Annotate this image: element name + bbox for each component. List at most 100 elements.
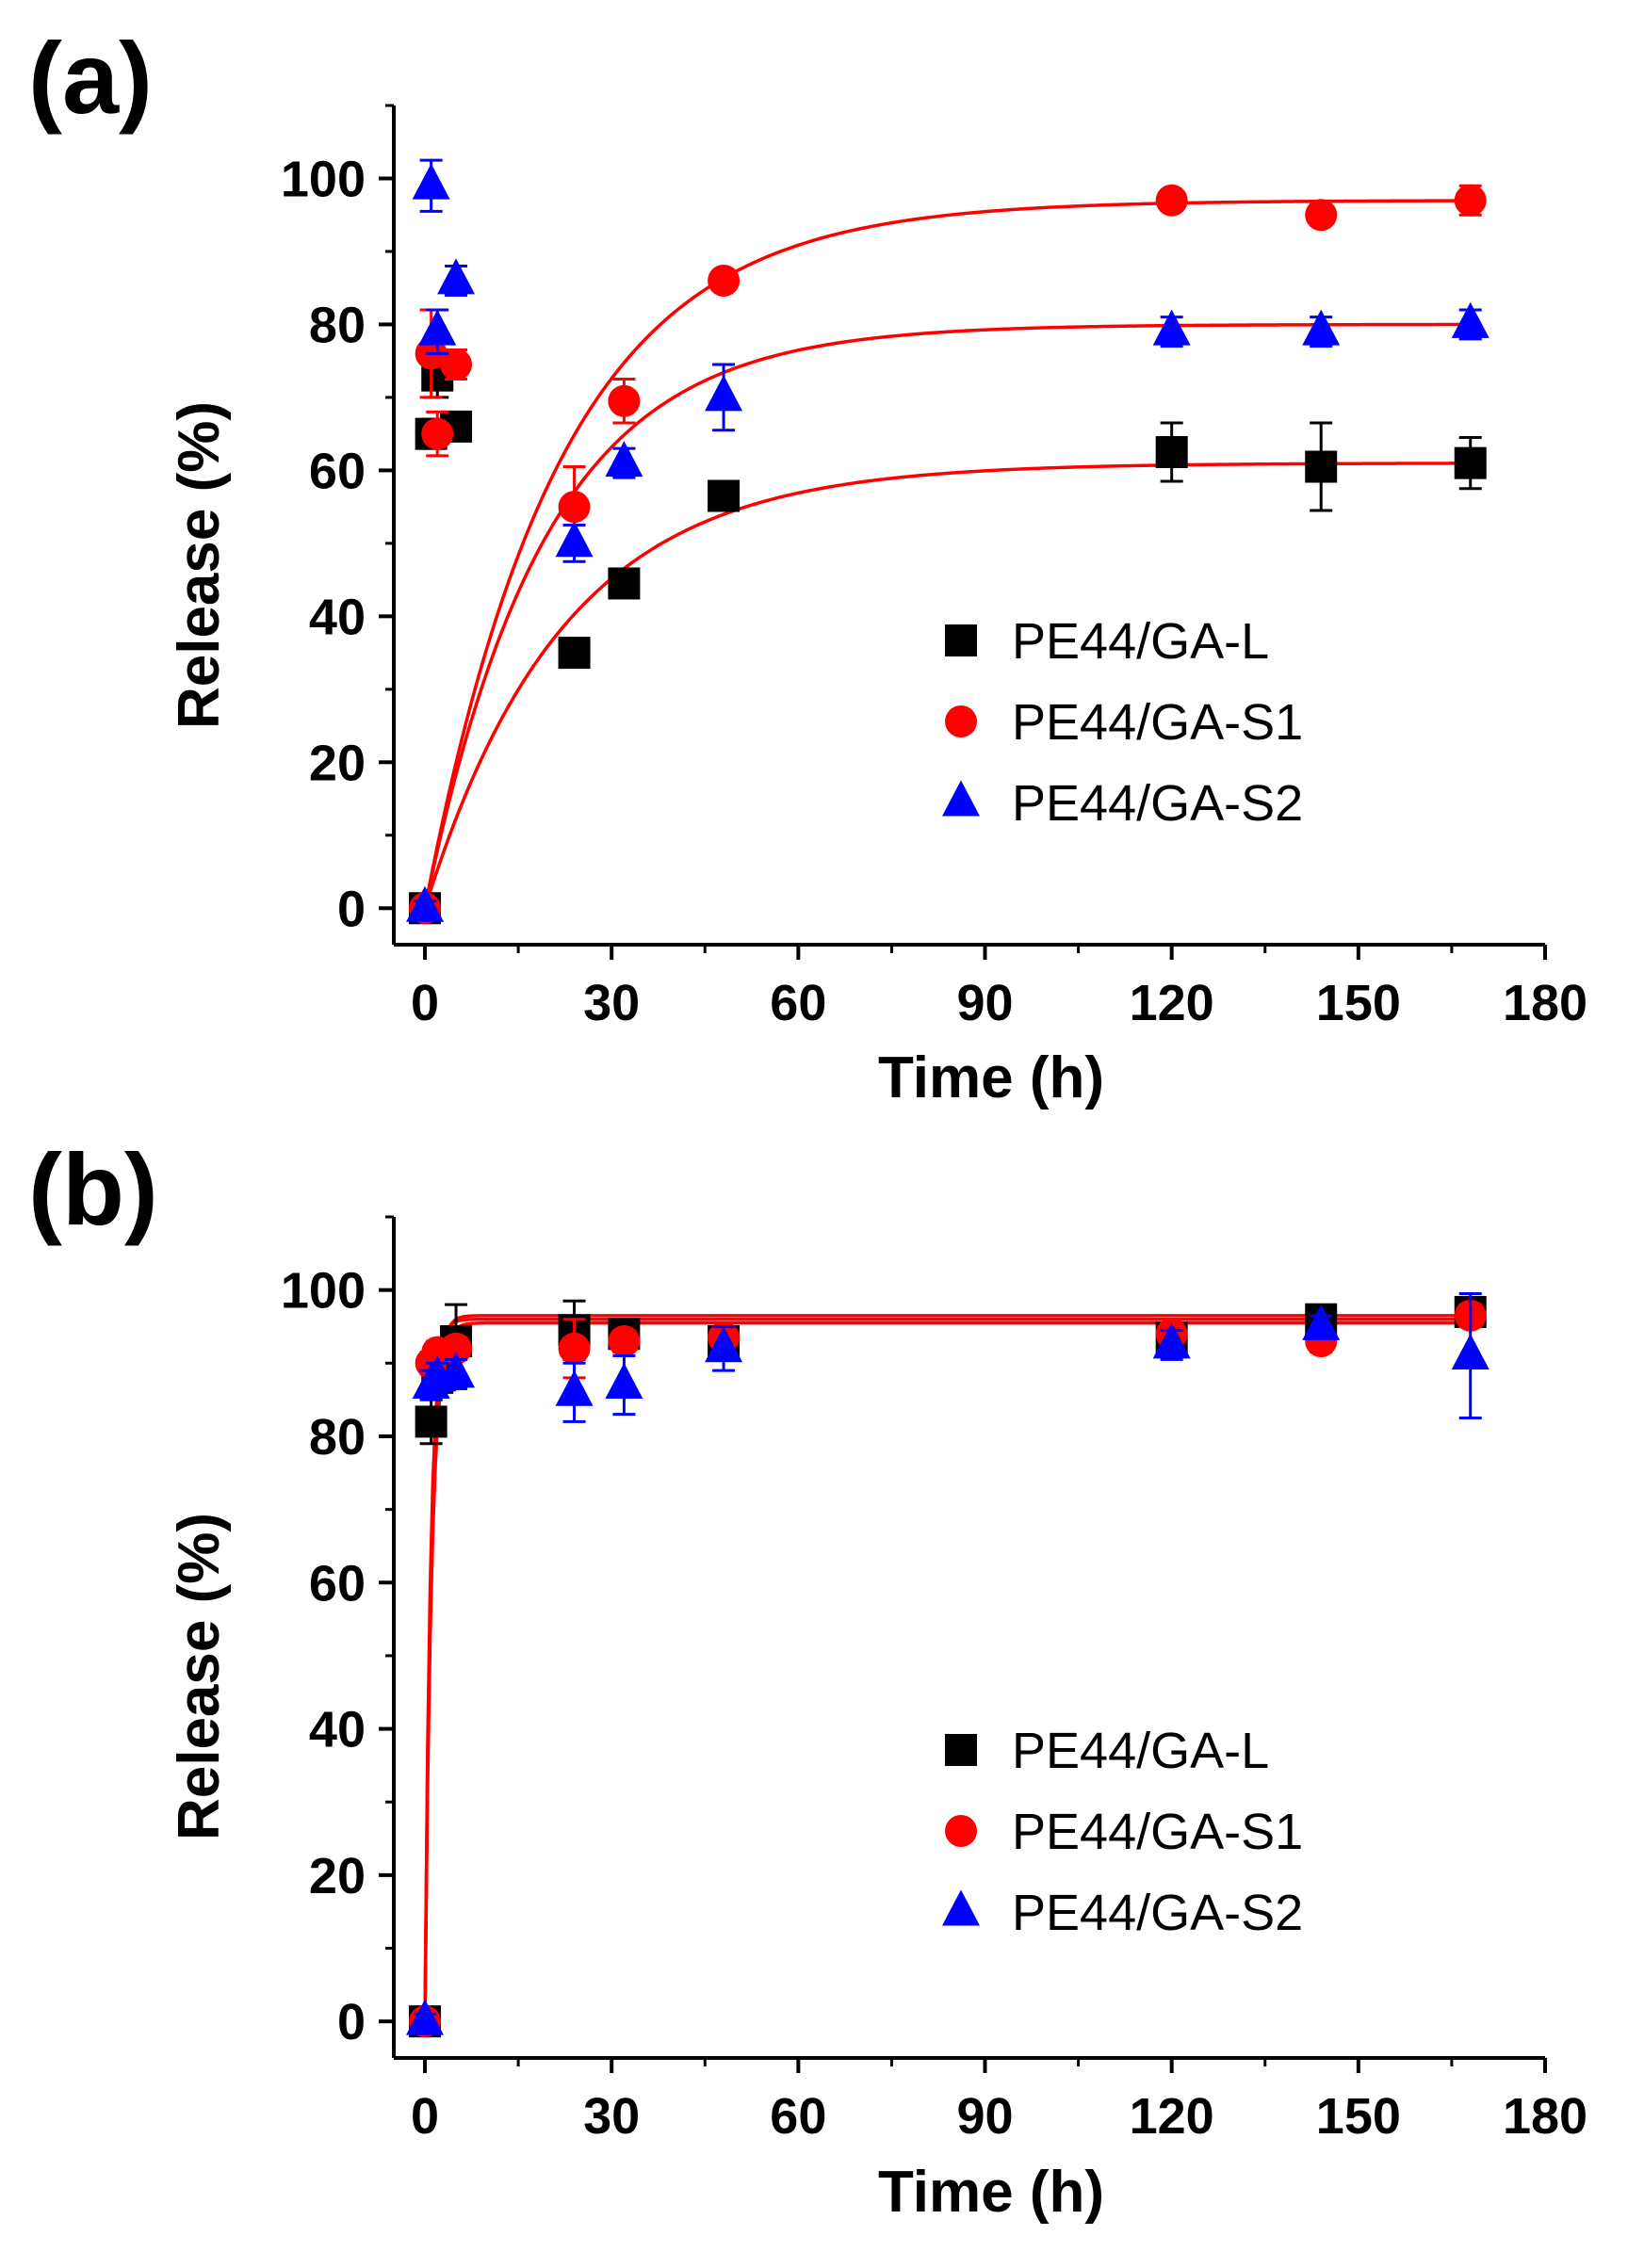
panel-a-data-point-pe44-ga-s1 (608, 384, 641, 417)
panel-a-data-point-pe44-ga-s2 (705, 375, 743, 412)
panel-a-legend-marker-pe44-ga-l (945, 624, 977, 656)
panel-a-data-point-pe44-ga-l (708, 479, 741, 512)
panel-b-data-point-pe44-ga-s2 (555, 1369, 594, 1406)
panel-a-y-tick-label: 60 (309, 443, 366, 499)
panel-a-x-tick-label: 120 (1130, 975, 1214, 1031)
panel-b-x-tick-label: 60 (770, 2088, 826, 2145)
panel-b-legend-label-pe44-ga-l: PE44/GA-L (1012, 1723, 1269, 1779)
panel-a-x-tick-label: 180 (1503, 975, 1587, 1031)
panel-b: (b) 0 20 40 60 80 100 0 30 60 90 120 150 180 PE44/GA… (28, 1132, 1587, 2225)
panel-a-data-point-pe44-ga-s1 (558, 491, 591, 524)
panel-b-axes: 0 20 40 60 80 100 0 30 60 90 120 150 180 (281, 1215, 1587, 2145)
panel-a-axes: 0 20 40 60 80 100 0 30 60 90 120 150 180 (281, 104, 1587, 1031)
panel-b-data-point-pe44-ga-s2 (1451, 1333, 1490, 1369)
panel-b-x-tick-label: 30 (583, 2088, 640, 2145)
panel-b-legend: PE44/GA-L PE44/GA-S1 PE44/GA-S2 (942, 1723, 1303, 1941)
panel-b-y-axis-title: Release (%) (167, 1513, 232, 1840)
panel-a-data-point-pe44-ga-s2 (437, 258, 476, 295)
panel-a-data-point-pe44-ga-s2 (1152, 309, 1191, 346)
panel-b-data-point-pe44-ga-s2 (1302, 1304, 1341, 1340)
panel-a-x-axis-title: Time (h) (878, 1045, 1104, 1110)
panel-a: (a) 0 20 40 60 80 100 0 30 60 90 120 150 180 PE44/GA… (28, 21, 1587, 1110)
panel-a-data-point-pe44-ga-s1 (1454, 184, 1487, 217)
panel-a-y-tick-label: 100 (281, 151, 366, 207)
panel-b-x-tick-label: 0 (411, 2088, 439, 2145)
panel-b-x-tick-label: 90 (956, 2088, 1013, 2145)
panel-b-x-tick-label: 180 (1503, 2088, 1587, 2145)
panel-a-data-point-pe44-ga-s2 (1302, 309, 1341, 346)
panel-a-y-tick-label: 80 (309, 297, 366, 353)
panel-a-fit-pe44-ga-l (423, 462, 1471, 909)
panel-a-data-point-pe44-ga-l (1155, 436, 1188, 469)
panel-a-legend-label-pe44-ga-l: PE44/GA-L (1012, 613, 1269, 670)
panel-a-data-point-pe44-ga-l (608, 567, 641, 600)
panel-b-data-point-pe44-ga-s1 (558, 1332, 591, 1365)
panel-a-series-pe44-ga-s2 (406, 158, 1490, 922)
panel-a-data-point-pe44-ga-s1 (1155, 184, 1188, 217)
panel-a-legend-marker-pe44-ga-s2 (942, 780, 980, 817)
panel-b-fit-curves (423, 1314, 1471, 2022)
panel-a-data-point-pe44-ga-s2 (418, 309, 457, 346)
panel-b-data-points (406, 1292, 1490, 2038)
panel-a-data-point-pe44-ga-s1 (421, 417, 454, 450)
panel-a-data-point-pe44-ga-l (1305, 450, 1338, 483)
panel-b-y-tick-label: 20 (309, 1848, 366, 1904)
panel-b-series-pe44-ga-s2 (406, 1292, 1490, 2035)
panel-b-y-tick-label: 0 (337, 1994, 366, 2050)
panel-a-data-point-pe44-ga-s1 (1305, 199, 1338, 232)
panel-a-data-point-pe44-ga-l (1454, 446, 1487, 479)
panel-a-legend: PE44/GA-L PE44/GA-S1 PE44/GA-S2 (942, 613, 1303, 832)
panel-a-data-point-pe44-ga-s2 (412, 163, 450, 200)
panel-b-fit-pe44-ga-s2 (423, 1320, 1471, 2022)
panel-b-data-point-pe44-ga-s1 (608, 1325, 641, 1358)
panel-a-legend-label-pe44-ga-s1: PE44/GA-S1 (1012, 694, 1303, 751)
panel-b-y-tick-label: 60 (309, 1555, 366, 1612)
panel-b-data-point-pe44-ga-s2 (605, 1363, 643, 1400)
panel-b-legend-label-pe44-ga-s2: PE44/GA-S2 (1012, 1885, 1303, 1941)
panel-a-x-tick-label: 30 (583, 975, 640, 1031)
panel-a-fit-curves (423, 199, 1471, 909)
panel-b-data-point-pe44-ga-s2 (406, 1999, 445, 2035)
panel-b-data-point-pe44-ga-s2 (1152, 1322, 1191, 1359)
panel-b-legend-marker-pe44-ga-s1 (945, 1815, 977, 1847)
panel-a-data-point-pe44-ga-s1 (440, 348, 473, 381)
panel-b-x-axis-title: Time (h) (878, 2160, 1104, 2225)
panel-a-fit-pe44-ga-s1 (423, 199, 1471, 909)
panel-a-x-tick-label: 0 (411, 975, 439, 1031)
panel-b-fit-pe44-ga-s1 (423, 1317, 1471, 2022)
panel-b-legend-marker-pe44-ga-l (945, 1734, 977, 1766)
panel-a-series-pe44-ga-s1 (409, 184, 1487, 925)
panel-b-data-point-pe44-ga-s1 (440, 1332, 473, 1365)
panel-a-x-tick-label: 150 (1316, 975, 1401, 1031)
panel-b-x-tick-label: 120 (1130, 2088, 1214, 2145)
panel-b-label: (b) (28, 1132, 158, 1246)
panel-a-data-point-pe44-ga-s2 (555, 521, 594, 558)
panel-a-y-tick-label: 20 (309, 735, 366, 791)
panel-a-y-tick-label: 0 (337, 881, 366, 937)
panel-b-y-tick-label: 80 (309, 1409, 366, 1466)
panel-b-legend-marker-pe44-ga-s2 (942, 1889, 980, 1926)
panel-a-data-points (406, 158, 1490, 925)
panel-a-legend-label-pe44-ga-s2: PE44/GA-S2 (1012, 775, 1303, 832)
panel-b-data-point-pe44-ga-s2 (437, 1352, 476, 1388)
panel-a-y-tick-label: 40 (309, 589, 366, 645)
panel-b-legend-label-pe44-ga-s1: PE44/GA-S1 (1012, 1804, 1303, 1860)
panel-b-data-point-pe44-ga-s2 (705, 1326, 743, 1363)
panel-a-fit-pe44-ga-s2 (423, 322, 1471, 909)
panel-b-y-tick-label: 40 (309, 1702, 366, 1758)
panel-a-data-point-pe44-ga-s2 (1451, 301, 1490, 338)
panel-a-x-tick-label: 90 (956, 975, 1013, 1031)
panel-a-label: (a) (28, 21, 153, 135)
panel-a-x-tick-label: 60 (770, 975, 826, 1031)
panel-a-legend-marker-pe44-ga-s1 (945, 705, 977, 737)
panel-b-x-tick-label: 150 (1316, 2088, 1401, 2145)
panel-a-y-axis-title: Release (%) (167, 401, 232, 729)
panel-a-data-point-pe44-ga-s1 (708, 264, 741, 297)
panel-b-fit-pe44-ga-l (423, 1314, 1471, 2022)
panel-a-data-point-pe44-ga-l (558, 637, 591, 670)
panel-b-y-tick-label: 100 (281, 1263, 366, 1320)
panel-b-data-point-pe44-ga-l (415, 1405, 448, 1438)
panel-a-data-point-pe44-ga-s2 (406, 885, 445, 922)
